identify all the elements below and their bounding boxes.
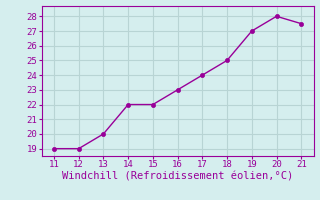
X-axis label: Windchill (Refroidissement éolien,°C): Windchill (Refroidissement éolien,°C) (62, 172, 293, 182)
